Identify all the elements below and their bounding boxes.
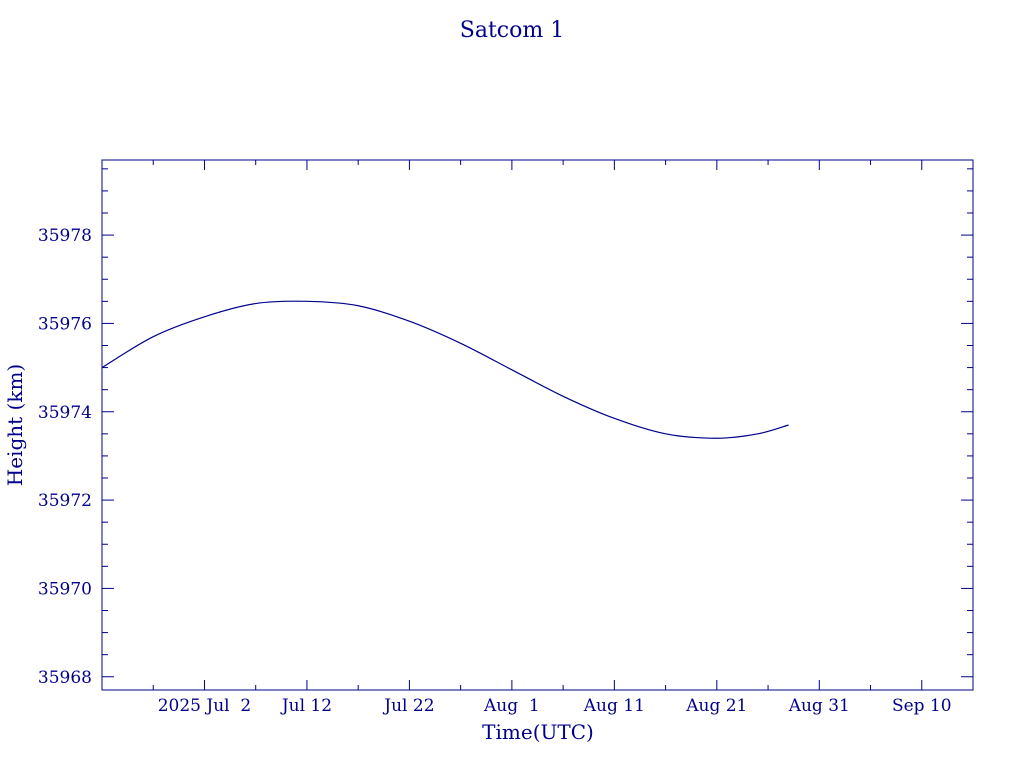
y-tick-label: 35970: [38, 579, 92, 599]
plot-frame: [101, 159, 974, 691]
x-tick-label: Jul 22: [382, 696, 434, 716]
y-tick-label: 35974: [38, 403, 92, 423]
y-axis-label: Height (km): [3, 364, 27, 486]
x-tick-label: Aug 11: [583, 696, 645, 716]
x-axis: 2025 Jul 2 Jul 12 Jul 22 Aug 1 Aug 11 Aug 21 A…: [101, 160, 974, 716]
x-tick-label: Aug 31: [788, 696, 850, 716]
height-series-line: [101, 300, 789, 439]
chart-title: Satcom 1: [460, 18, 564, 43]
x-axis-label: Time(UTC): [482, 720, 594, 744]
x-tick-label: Jul 12: [280, 696, 332, 716]
y-tick-label: 35968: [38, 668, 92, 688]
x-tick-label: Aug 1: [483, 696, 540, 716]
x-tick-label: Sep 10: [892, 696, 952, 716]
y-tick-label: 35972: [38, 491, 92, 511]
x-tick-label: 2025 Jul 2: [158, 696, 252, 716]
x-tick-label: Aug 21: [685, 696, 747, 716]
y-tick-label: 35978: [38, 226, 92, 246]
y-axis: 35968 35970 35972 35974 35976 35978: [38, 168, 973, 688]
y-tick-label: 35976: [38, 314, 92, 334]
